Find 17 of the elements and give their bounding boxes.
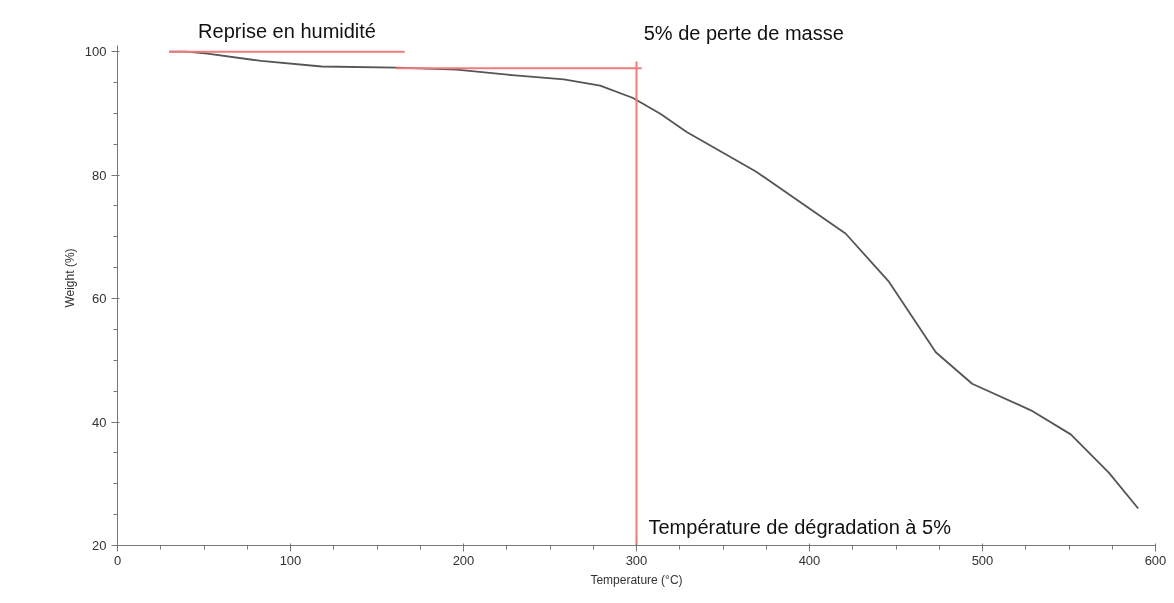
- x-tick-label: 600: [1144, 552, 1167, 568]
- x-axis-title: Temperature (°C): [590, 572, 683, 587]
- y-tick-label: 20: [92, 538, 107, 553]
- text: 5% de perte de masse: [643, 22, 844, 45]
- y-tick-label: 40: [92, 414, 107, 430]
- x-tick-label: 200: [452, 552, 475, 568]
- x-tick-label: 500: [971, 552, 994, 568]
- x-tick-label: 0: [113, 552, 122, 568]
- y-tick-label: 100: [84, 44, 107, 60]
- text: Reprise en humidité: [198, 19, 376, 42]
- x-tick-label: 100: [279, 552, 302, 568]
- annotation: Température de dégradation à 5%: [648, 515, 952, 538]
- x-tick-label: 400: [798, 552, 821, 568]
- x-tick-label: 300: [625, 552, 648, 568]
- y-axis-title: Weight (%): [62, 248, 77, 308]
- y-tick-label: 80: [92, 167, 107, 183]
- y-tick-label: 60: [92, 291, 107, 307]
